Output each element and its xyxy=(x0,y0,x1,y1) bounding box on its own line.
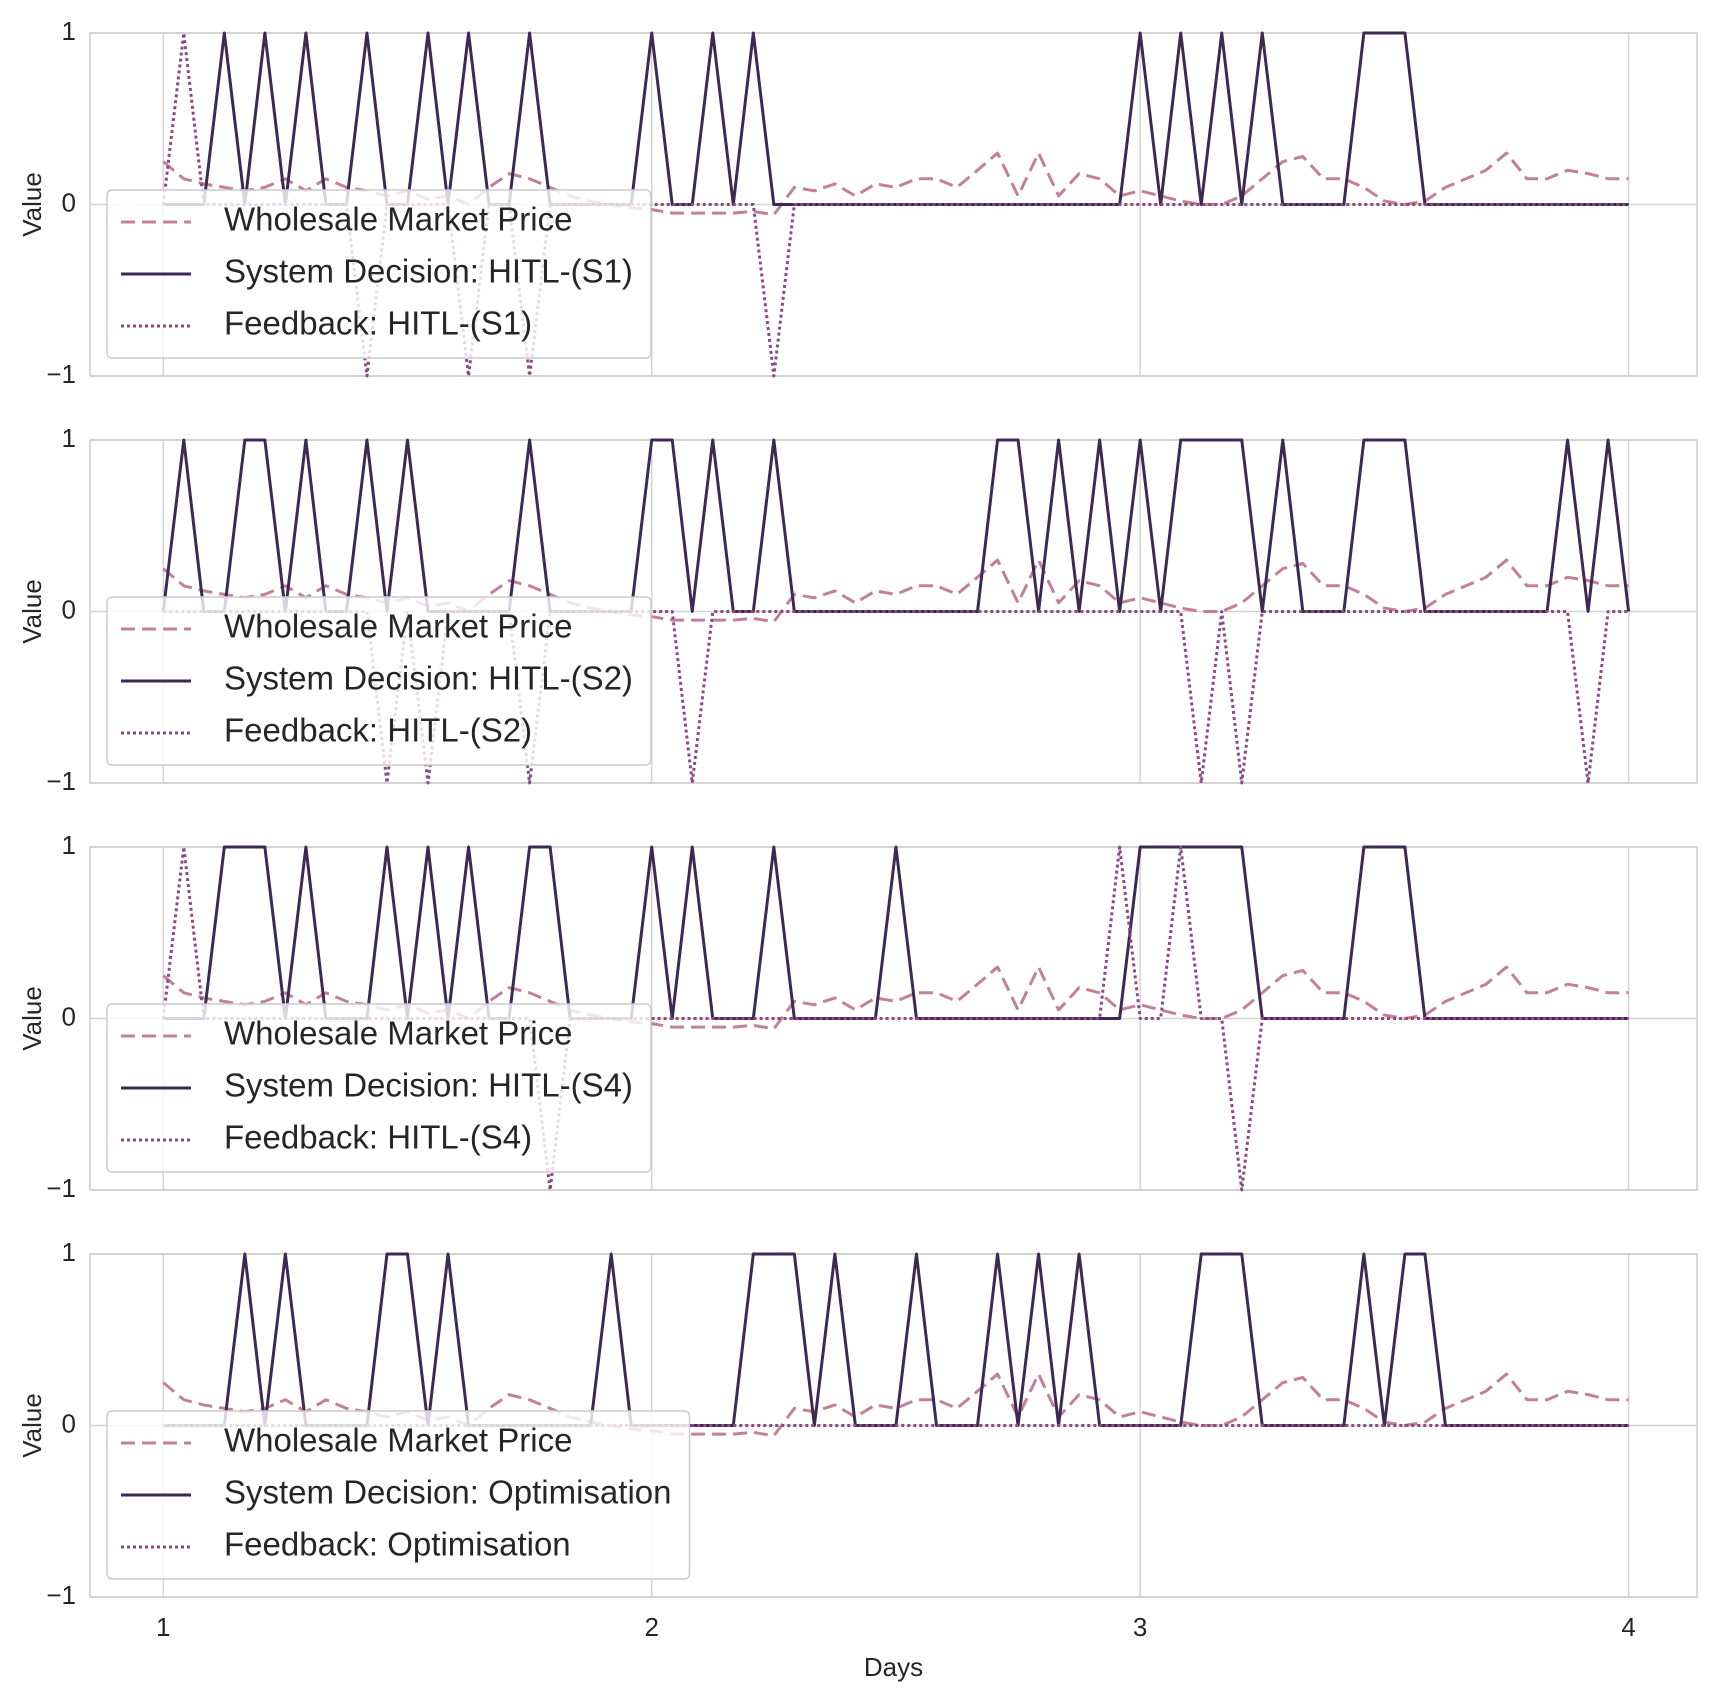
legend: Wholesale Market Price System Decision: H… xyxy=(106,596,652,766)
subplot: −1 0 1 Value Wholesale Market Price System De… xyxy=(17,830,1698,1203)
series-line xyxy=(163,610,1629,785)
legend-label: System Decision: HITL-(S1) xyxy=(224,253,633,290)
legend-box xyxy=(106,1003,652,1173)
subplot: −1 0 1 Value Wholesale Market Price System De… xyxy=(17,423,1698,796)
legend-label: Feedback: HITL-(S2) xyxy=(224,712,532,749)
x-axis-label: Days xyxy=(864,1652,923,1682)
y-tick-label: 0 xyxy=(62,594,76,624)
y-tick-label: 1 xyxy=(62,423,76,453)
legend-label: System Decision: Optimisation xyxy=(224,1474,671,1511)
y-tick-label: 0 xyxy=(62,1001,76,1031)
x-tick-label: 1 xyxy=(156,1612,170,1642)
legend-label: Wholesale Market Price xyxy=(224,201,572,238)
y-axis-label: Value xyxy=(17,1393,47,1458)
y-tick-label: 1 xyxy=(62,16,76,46)
y-tick-label: 0 xyxy=(62,1408,76,1438)
legend-label: Wholesale Market Price xyxy=(224,1422,572,1459)
legend-box xyxy=(106,596,652,766)
legend: Wholesale Market Price System Decision: O… xyxy=(106,1410,691,1580)
x-tick-label: 3 xyxy=(1133,1612,1147,1642)
subplot: −1 0 1 Value Wholesale Market Price System De… xyxy=(17,16,1698,389)
plot-frame xyxy=(89,32,1698,377)
x-tick-label: 2 xyxy=(644,1612,658,1642)
legend-label: Wholesale Market Price xyxy=(224,608,572,645)
y-tick-label: −1 xyxy=(46,1173,76,1203)
legend-label: Feedback: Optimisation xyxy=(224,1526,571,1563)
y-tick-label: −1 xyxy=(46,359,76,389)
legend-label: System Decision: HITL-(S2) xyxy=(224,660,633,697)
legend-label: Feedback: HITL-(S1) xyxy=(224,305,532,342)
legend-label: Feedback: HITL-(S4) xyxy=(224,1119,532,1156)
y-tick-label: −1 xyxy=(46,766,76,796)
y-tick-label: 1 xyxy=(62,830,76,860)
y-axis-label: Value xyxy=(17,986,47,1051)
y-axis-label: Value xyxy=(17,172,47,237)
y-tick-label: 0 xyxy=(62,187,76,217)
subplot: 1 2 3 4 −1 0 1 Value Days Wholesale Market Price S… xyxy=(17,1237,1698,1682)
y-tick-label: 1 xyxy=(62,1237,76,1267)
legend: Wholesale Market Price System Decision: H… xyxy=(106,1003,652,1173)
plot-frame xyxy=(89,1253,1698,1598)
x-tick-label: 4 xyxy=(1621,1612,1635,1642)
y-tick-label: −1 xyxy=(46,1580,76,1610)
legend-label: System Decision: HITL-(S4) xyxy=(224,1067,633,1104)
y-axis-label: Value xyxy=(17,579,47,644)
legend-box xyxy=(106,1410,691,1580)
legend-box xyxy=(106,189,652,359)
plot-frame xyxy=(89,439,1698,784)
plot-frame xyxy=(89,846,1698,1191)
legend-label: Wholesale Market Price xyxy=(224,1015,572,1052)
legend: Wholesale Market Price System Decision: H… xyxy=(106,189,652,359)
